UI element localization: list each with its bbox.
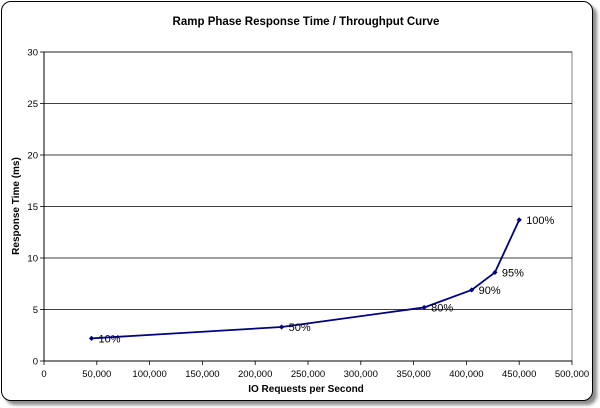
data-label: 50% (289, 322, 311, 334)
x-axis-label: IO Requests per Second (248, 384, 364, 395)
data-point (516, 217, 522, 223)
series-line (91, 219, 521, 340)
series: 10% 50% 80% 90%95% 100% (88, 215, 555, 345)
x-tick-label: 0 (41, 369, 46, 380)
x-tick-label: 200,000 (238, 369, 272, 380)
y-tick-label: 25 (27, 99, 38, 110)
data-label: 100% (526, 215, 554, 227)
x-tick-label: 450,000 (502, 369, 536, 380)
x-tick-label: 150,000 (185, 369, 219, 380)
x-tick-label: 50,000 (82, 369, 111, 380)
y-tick-label: 5 (33, 305, 38, 316)
data-label: 80% (431, 302, 453, 314)
x-tick-label: 100,000 (132, 369, 166, 380)
x-tick-label: 500,000 (555, 369, 589, 380)
y-tick-label: 0 (33, 357, 38, 368)
data-point (469, 287, 475, 293)
data-point (492, 269, 498, 276)
y-tick-label: 30 (27, 48, 38, 59)
x-tick-label: 250,000 (291, 369, 325, 380)
y-tick-label: 10 (27, 254, 38, 265)
data-label: 90% (479, 285, 501, 297)
data-point (421, 304, 427, 311)
axes (43, 52, 573, 365)
y-axis-label: Response Time (ms) (11, 157, 22, 255)
data-point (88, 335, 95, 341)
data-label: 95% (502, 267, 524, 279)
x-tick-label: 300,000 (344, 369, 378, 380)
y-tick-labels: 0 5 10 15 20 25 30 (27, 48, 38, 368)
chart-title: Ramp Phase Response Time / Throughput Cu… (173, 16, 440, 28)
x-tick-label: 350,000 (396, 369, 430, 380)
data-label: 10% (99, 333, 121, 345)
x-tick-labels: 0 50,000 100,000 150,000 200,000 250,000 300,0… (41, 369, 589, 380)
x-tick-label: 400,000 (449, 369, 483, 380)
data-point (279, 324, 285, 330)
y-tick-label: 20 (27, 151, 38, 162)
y-tick-label: 15 (27, 202, 38, 213)
gridlines (40, 51, 572, 362)
